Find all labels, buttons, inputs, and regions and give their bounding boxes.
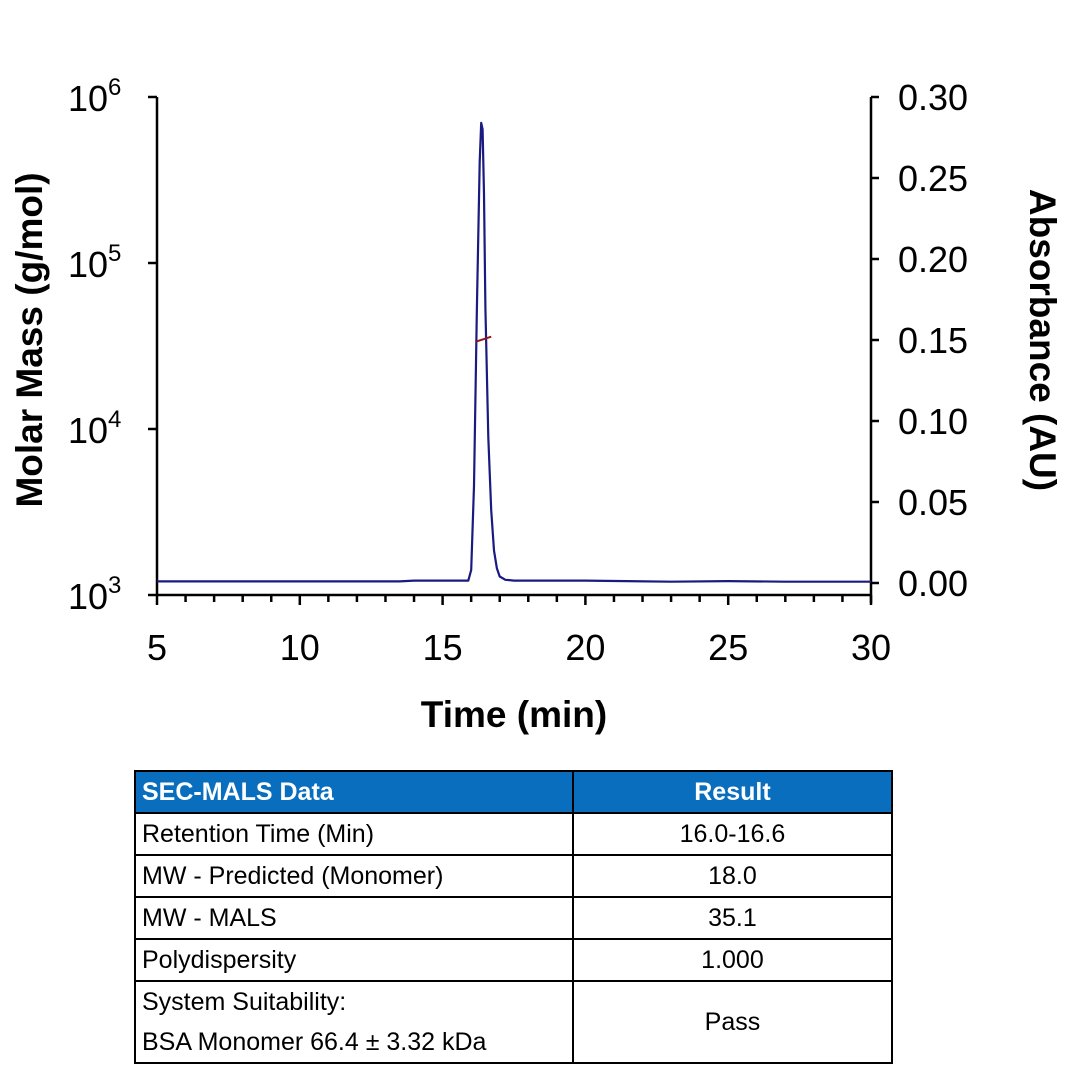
row-label: System Suitability: BSA Monomer 66.4 ± 3… [134, 980, 574, 1064]
table-row: Retention Time (Min) 16.0-16.6 [134, 812, 894, 856]
table-row: MW - Predicted (Monomer) 18.0 [134, 854, 894, 898]
row-label: MW - Predicted (Monomer) [134, 854, 574, 898]
axis-labels: 5 10 15 20 25 30 103 104 105 106 0.00 0.05 0.10 0.15 0… [68, 74, 968, 668]
left-axis-title: Molar Mass (g/mol) [9, 172, 50, 507]
right-tick-label: 0.25 [898, 158, 968, 199]
right-tick-label: 0.10 [898, 401, 968, 442]
row-label-line-2: BSA Monomer 66.4 ± 3.32 kDa [142, 1028, 487, 1056]
left-tick-label: 103 [68, 572, 121, 617]
right-axis-title: Absorbance (AU) [1022, 189, 1063, 491]
row-value: 35.1 [571, 896, 894, 940]
x-tick-label: 10 [280, 627, 320, 668]
table-row: MW - MALS 35.1 [134, 896, 894, 940]
right-tick-label: 0.05 [898, 482, 968, 523]
left-tick-label: 105 [68, 240, 121, 285]
row-value: 18.0 [571, 854, 894, 898]
row-label: Retention Time (Min) [134, 812, 574, 856]
absorbance-trace [157, 121, 871, 583]
header-result: Result [571, 770, 894, 814]
x-tick-label: 15 [423, 627, 463, 668]
x-tick-label: 30 [851, 627, 891, 668]
row-value: 16.0-16.6 [571, 812, 894, 856]
x-tick-label: 5 [147, 627, 167, 668]
row-label: MW - MALS [134, 896, 574, 940]
x-tick-label: 25 [708, 627, 748, 668]
molar-mass-line [475, 335, 492, 343]
right-tick-label: 0.15 [898, 320, 968, 361]
table-header-row: SEC-MALS Data Result [134, 770, 894, 814]
right-tick-label: 0.00 [898, 563, 968, 604]
left-tick-label: 104 [68, 406, 121, 451]
row-value: 1.000 [571, 938, 894, 982]
table-row: Polydispersity 1.000 [134, 938, 894, 982]
header-sec-mals-data: SEC-MALS Data [134, 770, 574, 814]
sec-mals-chart: 5 10 15 20 25 30 103 104 105 106 0.00 0.05 0.10 0.15 0… [9, 74, 1063, 735]
right-tick-label: 0.30 [898, 77, 968, 118]
table-row: System Suitability: BSA Monomer 66.4 ± 3… [134, 980, 894, 1064]
x-tick-label: 20 [565, 627, 605, 668]
results-table: SEC-MALS Data Result Retention Time (Min… [134, 770, 894, 1064]
row-label-line-1: System Suitability: [142, 988, 347, 1016]
axes [148, 95, 879, 605]
right-tick-label: 0.20 [898, 239, 968, 280]
x-axis-title: Time (min) [421, 694, 607, 735]
left-tick-label: 106 [68, 74, 121, 119]
data-series [157, 121, 871, 583]
row-value: Pass [571, 980, 894, 1064]
row-label: Polydispersity [134, 938, 574, 982]
